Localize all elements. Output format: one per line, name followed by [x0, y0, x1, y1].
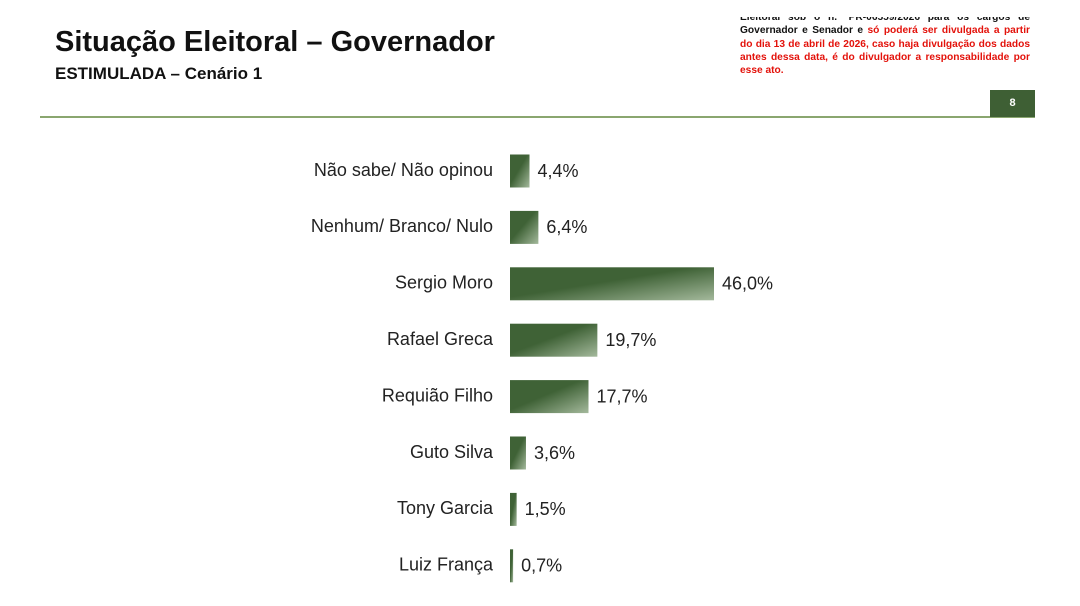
category-label: Não sabe/ Não opinou: [314, 160, 493, 180]
bar: [510, 436, 526, 470]
bar: [510, 492, 517, 526]
category-label: Guto Silva: [410, 442, 494, 462]
bar: [510, 154, 530, 188]
category-label: Sergio Moro: [395, 273, 493, 293]
value-label: 17,7%: [596, 386, 647, 406]
bar: [510, 210, 539, 244]
value-label: 6,4%: [546, 217, 587, 237]
value-label: 4,4%: [538, 161, 579, 181]
category-label: Tony Garcia: [397, 498, 494, 518]
value-label: 0,7%: [521, 556, 562, 576]
page-number: 8: [990, 90, 1035, 117]
value-label: 3,6%: [534, 443, 575, 463]
bar: [510, 323, 598, 357]
disclaimer-box: Eleitoral sob o n.º PR-06559/2026 para o…: [740, 17, 1030, 85]
category-label: Rafael Greca: [387, 329, 494, 349]
category-label: Nenhum/ Branco/ Nulo: [311, 216, 493, 236]
disclaimer: Eleitoral sob o n.º PR-06559/2026 para o…: [740, 17, 1030, 77]
bar: [510, 549, 514, 583]
disclaimer-black: Eleitoral sob o n.º PR-06559/2026 para o…: [740, 17, 1030, 37]
category-label: Luiz França: [399, 555, 494, 575]
slide-subtitle: ESTIMULADA – Cenário 1: [55, 64, 263, 83]
header-rule: [40, 116, 1035, 118]
disclaimer-red: só poderá ser divulgada a partir do dia …: [740, 25, 1030, 77]
bar: [510, 267, 714, 301]
slide-title: Situação Eleitoral – Governador: [55, 26, 495, 58]
value-label: 19,7%: [605, 330, 656, 350]
value-label: 1,5%: [525, 499, 566, 519]
bar: [510, 380, 589, 414]
category-label: Requião Filho: [382, 385, 493, 405]
value-label: 46,0%: [722, 274, 773, 294]
